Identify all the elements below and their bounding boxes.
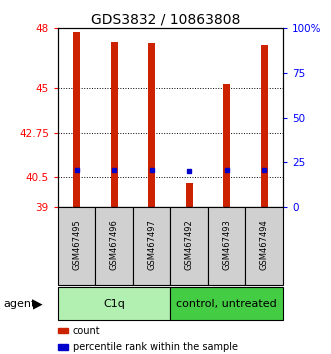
FancyBboxPatch shape [208, 207, 246, 285]
Text: agent: agent [3, 298, 36, 309]
Text: GSM467497: GSM467497 [147, 219, 156, 270]
FancyBboxPatch shape [246, 207, 283, 285]
Text: count: count [72, 326, 100, 336]
FancyBboxPatch shape [133, 207, 170, 285]
Bar [73, 32, 80, 207]
Bar [223, 84, 230, 207]
FancyBboxPatch shape [58, 207, 95, 285]
Text: control, untreated: control, untreated [176, 298, 277, 309]
FancyBboxPatch shape [58, 287, 170, 320]
FancyBboxPatch shape [170, 207, 208, 285]
Text: GDS3832 / 10863808: GDS3832 / 10863808 [91, 12, 240, 27]
Bar [148, 43, 155, 207]
FancyBboxPatch shape [95, 207, 133, 285]
Bar [58, 328, 68, 333]
Bar [58, 344, 68, 349]
Text: GSM467492: GSM467492 [185, 219, 194, 270]
Text: GSM467495: GSM467495 [72, 219, 81, 270]
Bar [261, 45, 268, 207]
Text: GSM467494: GSM467494 [260, 219, 269, 270]
Bar [111, 42, 118, 207]
FancyBboxPatch shape [170, 287, 283, 320]
Bar [186, 183, 193, 207]
Text: GSM467493: GSM467493 [222, 219, 231, 270]
Text: ▶: ▶ [33, 297, 43, 310]
Text: percentile rank within the sample: percentile rank within the sample [72, 342, 238, 352]
Text: C1q: C1q [103, 298, 125, 309]
Text: GSM467496: GSM467496 [110, 219, 119, 270]
